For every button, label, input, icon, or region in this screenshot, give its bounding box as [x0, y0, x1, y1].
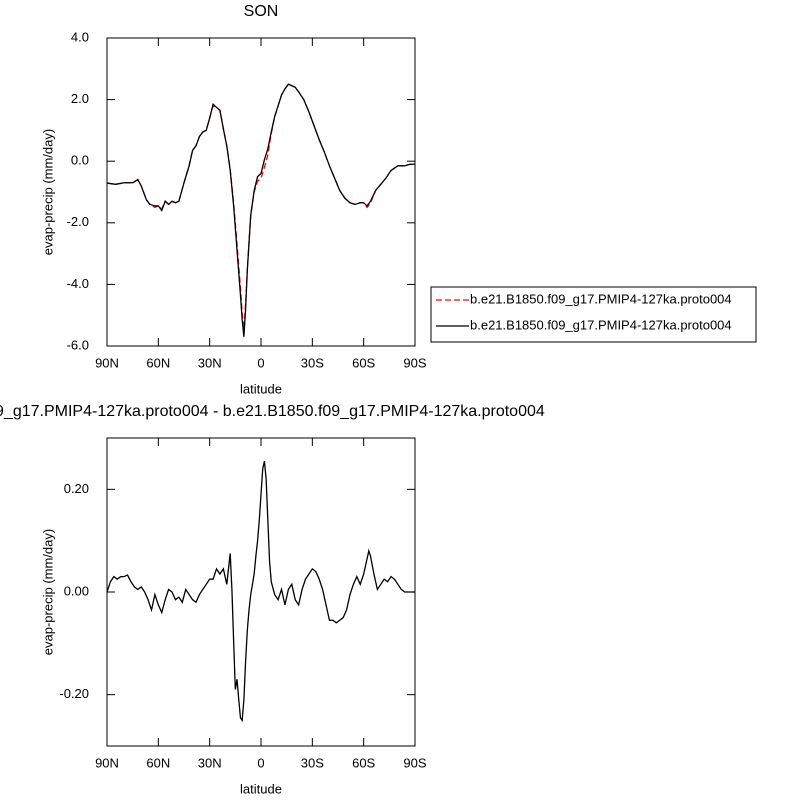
- y-axis-label: evap-precip (mm/day): [40, 529, 55, 655]
- y-tick-label: -0.20: [59, 686, 89, 701]
- legend-label: b.e21.B1850.f09_g17.PMIP4-127ka.proto004: [470, 291, 732, 306]
- chart-title: .f09_g17.PMIP4-127ka.proto004 - b.e21.B1…: [0, 403, 545, 420]
- y-tick-label: 2.0: [71, 91, 89, 106]
- x-tick-label: 30N: [198, 755, 222, 770]
- x-tick-label: 90S: [403, 755, 426, 770]
- chart-title: SON: [244, 3, 279, 20]
- y-tick-label: -4.0: [67, 276, 89, 291]
- x-tick-label: 60S: [352, 355, 375, 370]
- x-tick-label: 0: [257, 755, 264, 770]
- x-tick-label: 30S: [301, 755, 324, 770]
- series-line: [106, 83, 415, 330]
- plot-frame: [106, 37, 416, 347]
- x-axis-label: latitude: [240, 381, 282, 396]
- legend-box: [430, 286, 757, 343]
- y-tick-label: 4.0: [71, 29, 89, 44]
- x-tick-label: 0: [257, 355, 264, 370]
- x-tick-label: 60N: [146, 755, 170, 770]
- y-tick-label: -2.0: [67, 214, 89, 229]
- y-tick-label: 0.0: [71, 153, 89, 168]
- x-tick-label: 30S: [301, 355, 324, 370]
- x-tick-label: 60N: [146, 355, 170, 370]
- series-line: [106, 83, 415, 337]
- x-axis-label: latitude: [240, 781, 282, 796]
- x-tick-label: 90N: [95, 755, 119, 770]
- series-line: [106, 460, 415, 723]
- x-tick-label: 30N: [198, 355, 222, 370]
- plot-frame: [106, 437, 416, 747]
- x-tick-label: 60S: [352, 755, 375, 770]
- y-axis-label: evap-precip (mm/day): [40, 129, 55, 255]
- y-tick-label: 0.00: [64, 583, 89, 598]
- y-tick-label: 0.20: [64, 481, 89, 496]
- x-tick-label: 90N: [95, 355, 119, 370]
- x-tick-label: 90S: [403, 355, 426, 370]
- legend-label: b.e21.B1850.f09_g17.PMIP4-127ka.proto004: [470, 317, 732, 332]
- y-tick-label: -6.0: [67, 337, 89, 352]
